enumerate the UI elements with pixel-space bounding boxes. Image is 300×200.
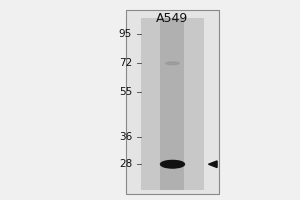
Ellipse shape <box>165 162 180 167</box>
Text: 36: 36 <box>119 132 132 142</box>
Bar <box>126 10 219 194</box>
Ellipse shape <box>162 161 183 168</box>
Text: 72: 72 <box>119 58 132 68</box>
Polygon shape <box>208 161 217 168</box>
Text: A549: A549 <box>156 12 189 25</box>
Text: 28: 28 <box>119 159 132 169</box>
Ellipse shape <box>160 160 184 168</box>
Ellipse shape <box>167 162 178 166</box>
Text: 95: 95 <box>119 29 132 39</box>
Bar <box>160 18 184 190</box>
Bar <box>141 18 204 190</box>
Text: 55: 55 <box>119 87 132 97</box>
Ellipse shape <box>164 162 181 167</box>
Ellipse shape <box>163 161 182 167</box>
Ellipse shape <box>166 62 179 65</box>
